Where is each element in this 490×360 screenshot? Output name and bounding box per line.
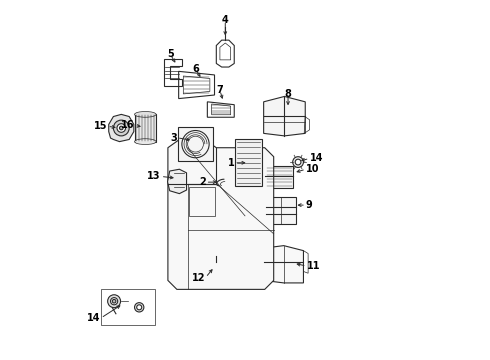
Text: 2: 2	[199, 177, 205, 187]
Ellipse shape	[135, 112, 156, 117]
Polygon shape	[109, 114, 134, 141]
Circle shape	[112, 300, 116, 303]
Text: 8: 8	[285, 89, 292, 99]
Polygon shape	[168, 169, 187, 194]
Polygon shape	[168, 139, 274, 289]
Circle shape	[137, 305, 142, 310]
Polygon shape	[178, 127, 213, 161]
Polygon shape	[266, 197, 296, 224]
Ellipse shape	[135, 139, 156, 144]
Polygon shape	[264, 96, 305, 136]
Circle shape	[120, 126, 123, 130]
Text: 12: 12	[192, 273, 205, 283]
Text: 4: 4	[222, 15, 229, 26]
Text: 16: 16	[121, 121, 135, 130]
Text: 15: 15	[94, 121, 107, 131]
Text: 9: 9	[306, 200, 313, 210]
Circle shape	[111, 298, 118, 305]
Text: 7: 7	[217, 85, 223, 95]
Polygon shape	[235, 139, 262, 186]
Circle shape	[214, 252, 219, 257]
Text: 13: 13	[147, 171, 161, 181]
Circle shape	[113, 120, 129, 136]
Ellipse shape	[204, 262, 225, 279]
Circle shape	[117, 124, 125, 132]
Circle shape	[295, 159, 301, 165]
Text: 6: 6	[192, 64, 199, 74]
Text: 14: 14	[87, 313, 101, 323]
Circle shape	[293, 157, 303, 167]
Polygon shape	[135, 114, 156, 141]
Circle shape	[135, 303, 144, 312]
Text: 1: 1	[227, 158, 234, 168]
Polygon shape	[264, 246, 303, 283]
Text: 11: 11	[307, 261, 320, 271]
Text: 10: 10	[306, 164, 319, 174]
Polygon shape	[266, 166, 293, 188]
Text: 5: 5	[167, 49, 174, 59]
Text: 14: 14	[310, 153, 323, 163]
Circle shape	[108, 295, 121, 308]
Text: 3: 3	[170, 133, 177, 143]
